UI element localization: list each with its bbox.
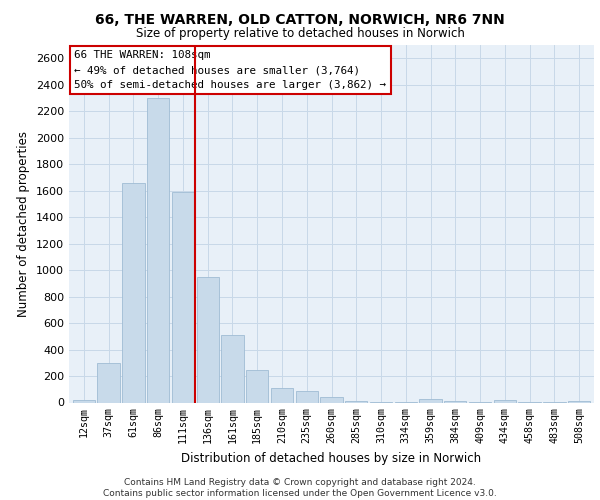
Bar [97, 364, 120, 403]
Bar [172, 192, 194, 402]
Bar [221, 335, 244, 402]
Bar [568, 400, 590, 402]
Bar [296, 390, 318, 402]
Bar [197, 276, 219, 402]
Text: Size of property relative to detached houses in Norwich: Size of property relative to detached ho… [136, 28, 464, 40]
X-axis label: Distribution of detached houses by size in Norwich: Distribution of detached houses by size … [181, 452, 482, 464]
Bar [122, 182, 145, 402]
Bar [419, 399, 442, 402]
Y-axis label: Number of detached properties: Number of detached properties [17, 130, 31, 317]
Text: 66 THE WARREN: 108sqm
← 49% of detached houses are smaller (3,764)
50% of semi-d: 66 THE WARREN: 108sqm ← 49% of detached … [74, 50, 386, 90]
Bar [73, 400, 95, 402]
Bar [345, 401, 367, 402]
Bar [271, 388, 293, 402]
Bar [494, 400, 516, 402]
Text: 66, THE WARREN, OLD CATTON, NORWICH, NR6 7NN: 66, THE WARREN, OLD CATTON, NORWICH, NR6… [95, 12, 505, 26]
Text: Contains HM Land Registry data © Crown copyright and database right 2024.
Contai: Contains HM Land Registry data © Crown c… [103, 478, 497, 498]
Bar [444, 400, 466, 402]
Bar [246, 370, 268, 402]
Bar [320, 397, 343, 402]
Bar [147, 98, 169, 402]
